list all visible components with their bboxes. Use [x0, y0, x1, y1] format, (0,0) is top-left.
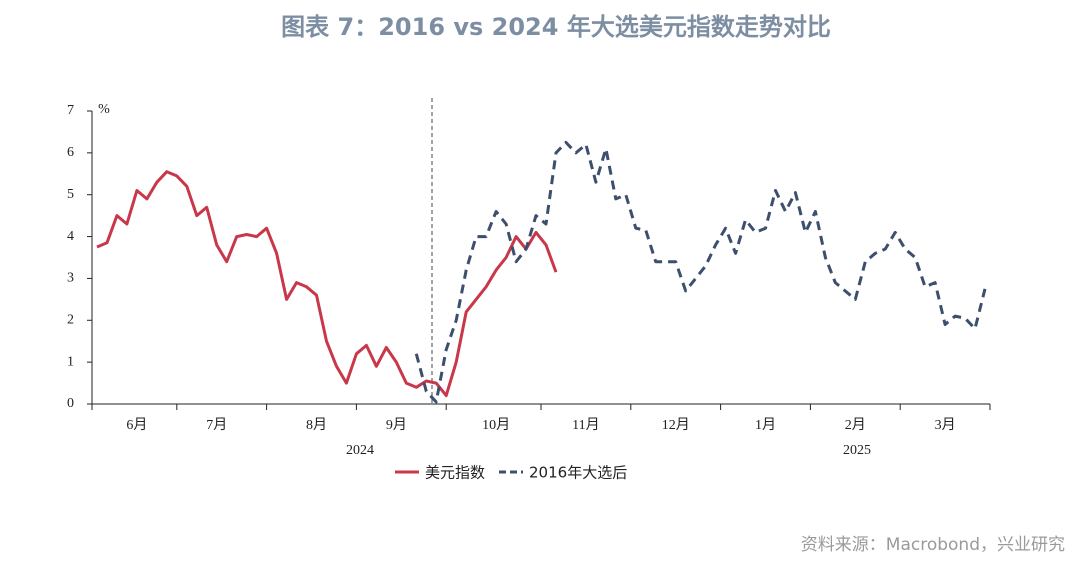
x-tick-label: 11月 [572, 417, 599, 433]
y-tick-label: 2 [67, 313, 74, 328]
series-line [414, 140, 987, 404]
x-tick-label: 10月 [482, 417, 510, 433]
x-tick-label: 6月 [126, 417, 147, 433]
x-tick-label: 8月 [306, 417, 327, 433]
y-tick-label: 0 [67, 396, 74, 411]
x-tick-label: 9月 [386, 417, 407, 433]
source: 资料来源：Macrobond，兴业研究 [801, 535, 1065, 555]
y-tick-label: 6 [67, 145, 74, 160]
y-tick-label: 1 [67, 354, 74, 369]
y-tick-label: 5 [67, 187, 74, 202]
x-tick-label: 1月 [755, 417, 776, 433]
series-line [96, 170, 558, 398]
legend-label: 2016年大选后 [529, 464, 627, 482]
legend-label: 美元指数 [425, 464, 485, 482]
y-tick-label: 4 [67, 229, 74, 244]
x-tick-label: 12月 [662, 417, 690, 433]
y-tick-label: 7 [67, 103, 74, 118]
x-tick-label: 3月 [935, 417, 956, 433]
x-tick-label: 7月 [206, 417, 227, 433]
chart-title: 图表 7：2016 vs 2024 年大选美元指数走势对比 [281, 13, 831, 41]
x-tick-label: 2月 [845, 417, 866, 433]
year-label: 2025 [843, 443, 871, 458]
y-tick-label: 3 [67, 271, 74, 286]
year-label: 2024 [346, 443, 374, 458]
y-unit: % [98, 102, 110, 117]
